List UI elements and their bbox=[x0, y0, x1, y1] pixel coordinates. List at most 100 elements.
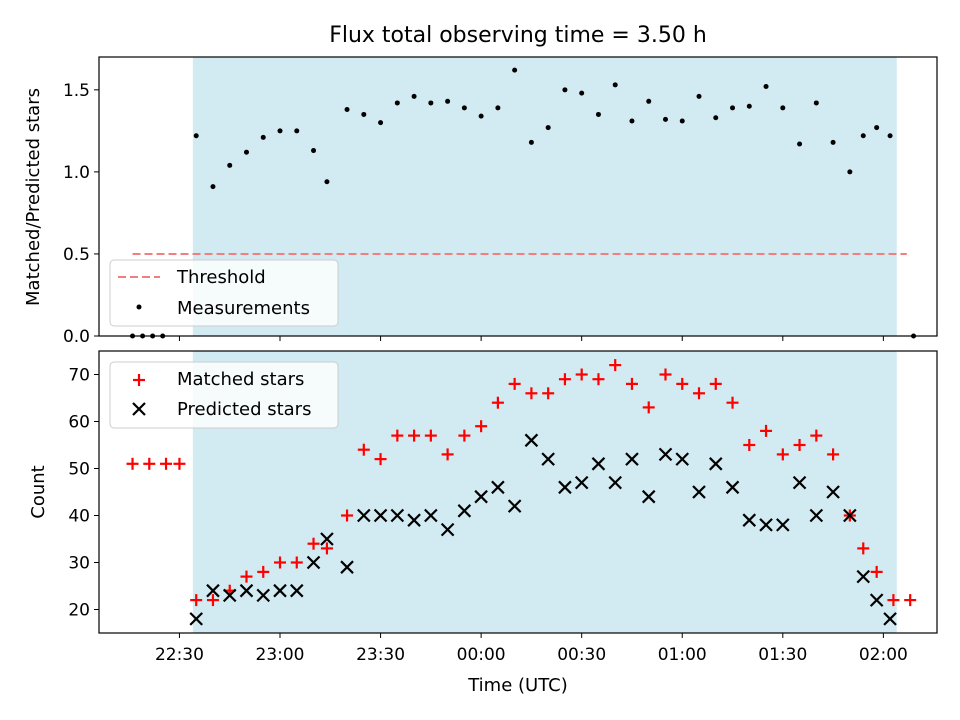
matched-star-point bbox=[126, 457, 139, 470]
x-tick-label: 23:30 bbox=[356, 645, 405, 665]
predicted-star-point bbox=[558, 480, 572, 495]
predicted-star-point bbox=[222, 588, 237, 603]
predicted-star-point bbox=[658, 447, 673, 462]
predicted-star-point bbox=[574, 475, 589, 490]
matched-star-point bbox=[904, 594, 917, 607]
predicted-star-point bbox=[340, 560, 354, 574]
matched-star-point bbox=[743, 439, 756, 451]
predicted-star-point bbox=[883, 612, 897, 626]
predicted-star-point bbox=[759, 518, 773, 532]
measurement-point bbox=[562, 87, 568, 93]
measurement-point bbox=[210, 184, 216, 190]
predicted-star-point bbox=[440, 522, 455, 537]
matched-star-point bbox=[374, 453, 387, 466]
matched-star-point bbox=[274, 556, 287, 569]
bottom-panel: 20 30 40 50 60 70 22:30 23:00 23:30 00:00 00:30 01… bbox=[28, 350, 938, 696]
matched-star-point bbox=[857, 542, 870, 555]
predicted-star-point bbox=[776, 518, 790, 532]
matched-star-point bbox=[424, 429, 437, 442]
matched-star-point bbox=[320, 542, 333, 555]
bottom-legend-box bbox=[109, 361, 339, 429]
measurement-point bbox=[713, 115, 719, 121]
bottom-y-tick-label: 60 bbox=[68, 413, 90, 433]
predicted-star-point bbox=[457, 504, 472, 518]
predicted-star-point bbox=[675, 452, 690, 466]
matched-star-point bbox=[609, 359, 622, 372]
matched-star-point bbox=[676, 377, 689, 390]
matched-star-point bbox=[693, 387, 706, 400]
measurement-point bbox=[847, 169, 853, 175]
matched-star-point bbox=[575, 368, 588, 381]
bottom-y-tick-label: 20 bbox=[68, 601, 90, 621]
measurement-point bbox=[294, 128, 300, 134]
measurement-point bbox=[512, 67, 518, 73]
matched-star-point bbox=[458, 429, 471, 442]
predicted-star-point bbox=[507, 499, 522, 513]
predicted-star-point bbox=[591, 457, 606, 471]
bottom-legend: Matched stars Predicted stars bbox=[109, 361, 339, 429]
predicted-star-point bbox=[692, 485, 706, 499]
matched-star-point bbox=[542, 387, 555, 400]
predicted-star-point bbox=[625, 452, 639, 466]
measurement-point bbox=[378, 120, 384, 126]
measurement-point bbox=[763, 84, 769, 90]
measurement-point bbox=[813, 100, 819, 106]
matched-star-point bbox=[160, 457, 173, 470]
x-axis-label: Time (UTC) bbox=[467, 675, 568, 696]
measurement-point bbox=[830, 139, 836, 145]
matched-star-point bbox=[143, 457, 156, 470]
predicted-star-point bbox=[541, 452, 555, 466]
matched-star-point bbox=[391, 429, 404, 442]
bottom-y-axis-label: Count bbox=[28, 465, 49, 518]
matched-star-point bbox=[206, 594, 219, 607]
top-panel: 0.0 0.5 1.0 1.5 Matched/Predicted stars Thr… bbox=[23, 56, 938, 347]
matched-star-point bbox=[408, 429, 421, 442]
measurement-point bbox=[445, 98, 451, 104]
predicted-star-point bbox=[256, 588, 271, 603]
predicted-star-point bbox=[474, 489, 488, 504]
measurement-point bbox=[646, 98, 652, 104]
matched-star-point bbox=[441, 448, 454, 461]
measurement-point bbox=[260, 134, 266, 140]
matched-star-point bbox=[659, 368, 672, 381]
measurement-point bbox=[545, 125, 551, 131]
predicted-legend-label: Predicted stars bbox=[177, 399, 311, 420]
top-y-tick-label: 1.5 bbox=[63, 81, 90, 101]
matched-star-point bbox=[173, 457, 186, 470]
measurement-point bbox=[344, 107, 350, 113]
measurement-point bbox=[595, 111, 601, 117]
matched-legend-swatch bbox=[133, 374, 145, 386]
top-y-tick-label: 0.0 bbox=[63, 327, 90, 347]
matched-star-point bbox=[592, 373, 605, 386]
measurement-point bbox=[730, 105, 736, 111]
x-tick-label: 23:00 bbox=[256, 645, 305, 665]
measurement-point bbox=[612, 82, 618, 88]
measurement-point bbox=[696, 93, 702, 99]
top-axes-frame bbox=[98, 56, 938, 337]
measurement-point bbox=[679, 118, 685, 124]
measurement-point bbox=[227, 162, 233, 168]
measurement-point bbox=[461, 105, 467, 111]
matched-star-point bbox=[190, 594, 203, 607]
bottom-y-axis: 20 30 40 50 60 70 bbox=[68, 366, 99, 621]
x-tick-label: 02:00 bbox=[859, 645, 908, 665]
x-tick-label: 00:00 bbox=[457, 645, 506, 665]
top-y-tick-label: 1.0 bbox=[63, 163, 90, 183]
predicted-star-point bbox=[708, 457, 723, 471]
measurement-point bbox=[428, 100, 434, 106]
matched-star-point bbox=[307, 537, 320, 550]
predicted-star-point bbox=[424, 508, 438, 523]
predicted-star-point bbox=[809, 508, 824, 523]
predicted-star-point bbox=[357, 508, 371, 523]
matched-star-point bbox=[760, 424, 773, 437]
top-y-axis-label: Matched/Predicted stars bbox=[23, 88, 44, 306]
bottom-y-tick-label: 50 bbox=[68, 460, 90, 480]
matched-star-point bbox=[625, 377, 638, 390]
matched-star-point bbox=[870, 565, 883, 578]
measurement-point bbox=[528, 139, 534, 145]
matched-star-point bbox=[887, 594, 900, 607]
predicted-star-point bbox=[373, 508, 388, 523]
measurement-point bbox=[311, 148, 317, 154]
threshold-legend-label: Threshold bbox=[176, 267, 266, 288]
predicted-star-point bbox=[524, 433, 539, 448]
